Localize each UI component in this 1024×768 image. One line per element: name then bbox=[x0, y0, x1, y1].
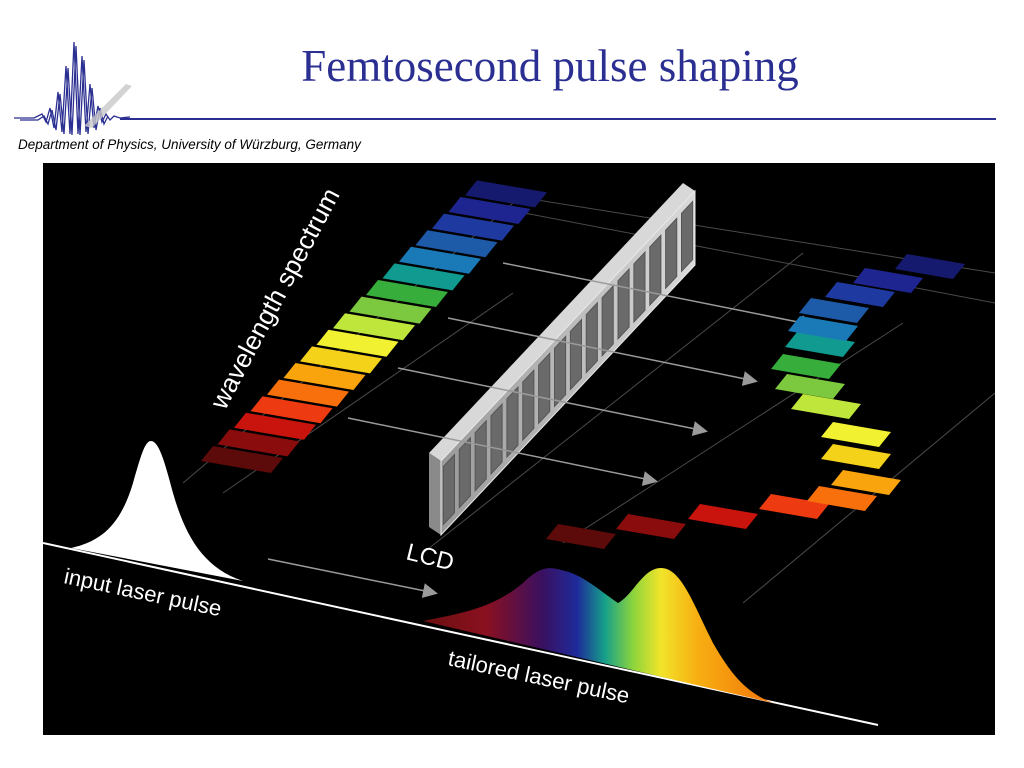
shaped-spectrum-bar bbox=[825, 282, 895, 307]
lcd-pixel bbox=[442, 453, 455, 526]
lcd-pixel bbox=[506, 385, 519, 459]
spectrum-bar bbox=[234, 412, 316, 440]
spectrum-bar bbox=[250, 396, 333, 424]
shaped-spectrum-bar bbox=[895, 254, 965, 279]
spectrum-bar bbox=[267, 379, 349, 407]
arrow-right-icon bbox=[267, 262, 816, 598]
shaped-spectrum-bar bbox=[807, 486, 877, 511]
shaped-spectrum-bar bbox=[785, 332, 855, 357]
spectrum-bar bbox=[415, 230, 498, 258]
spectrum-bar bbox=[366, 280, 448, 307]
shaped-spectrum-bar bbox=[853, 268, 923, 293]
shaped-spectrum-bars bbox=[546, 254, 965, 549]
shaped-spectrum-bar bbox=[771, 354, 841, 379]
shaped-spectrum-bar bbox=[759, 494, 829, 519]
lcd-pixel bbox=[569, 318, 582, 391]
shaped-spectrum-bar bbox=[788, 316, 858, 341]
shaped-spectrum-bar bbox=[775, 374, 845, 399]
spectrum-bar bbox=[465, 180, 547, 208]
wavelength-spectrum-bars bbox=[201, 180, 547, 473]
lcd-label: LCD bbox=[404, 539, 457, 577]
lcd-pixel bbox=[633, 250, 646, 324]
lcd-mask-icon bbox=[429, 183, 696, 537]
shaped-spectrum-bar bbox=[616, 514, 686, 539]
lcd-pixel bbox=[474, 419, 487, 492]
lcd-pixel bbox=[554, 335, 567, 408]
spectrum-bar bbox=[399, 246, 481, 274]
spectrum-bar bbox=[382, 263, 465, 291]
lcd-pixel bbox=[522, 369, 535, 442]
lcd-pixel bbox=[649, 234, 662, 307]
spectrum-bar bbox=[448, 197, 531, 224]
spectrum-bar bbox=[432, 213, 514, 241]
spectrum-bar bbox=[283, 363, 366, 390]
lcd-pixel bbox=[665, 217, 678, 290]
pulse-waveform-logo-icon bbox=[14, 41, 132, 136]
page-title: Femtosecond pulse shaping bbox=[301, 41, 799, 91]
spectrum-bar bbox=[217, 429, 300, 457]
lcd-pixel bbox=[681, 200, 694, 273]
shaped-spectrum-bar bbox=[821, 422, 891, 447]
lcd-pixel bbox=[617, 267, 630, 341]
pulse-shaping-diagram: wavelength spectrum LCD input laser puls… bbox=[43, 163, 995, 735]
title-divider bbox=[120, 118, 996, 120]
spectrum-bar bbox=[349, 296, 432, 324]
shaped-spectrum-bar bbox=[688, 504, 758, 529]
spectrum-bar bbox=[333, 313, 415, 341]
lcd-pixel bbox=[458, 436, 471, 509]
spectrum-bar bbox=[316, 329, 399, 357]
lcd-pixel bbox=[538, 352, 551, 425]
lcd-pixel bbox=[601, 284, 614, 357]
shaped-spectrum-bar bbox=[799, 298, 869, 323]
shaped-spectrum-bar bbox=[791, 394, 861, 419]
tailored-pulse-shape bbox=[423, 568, 773, 703]
shaped-spectrum-bar bbox=[546, 524, 616, 549]
spectrum-bar bbox=[300, 346, 382, 374]
gaussian-pulse-icon bbox=[71, 441, 243, 581]
shaped-spectrum-bar bbox=[821, 444, 891, 469]
spectrum-bar bbox=[201, 446, 283, 473]
lcd-pixel bbox=[490, 402, 503, 476]
shaped-spectrum-bar bbox=[831, 470, 901, 495]
lcd-pixel bbox=[585, 301, 598, 374]
institution-subtitle: Department of Physics, University of Wür… bbox=[18, 137, 361, 152]
